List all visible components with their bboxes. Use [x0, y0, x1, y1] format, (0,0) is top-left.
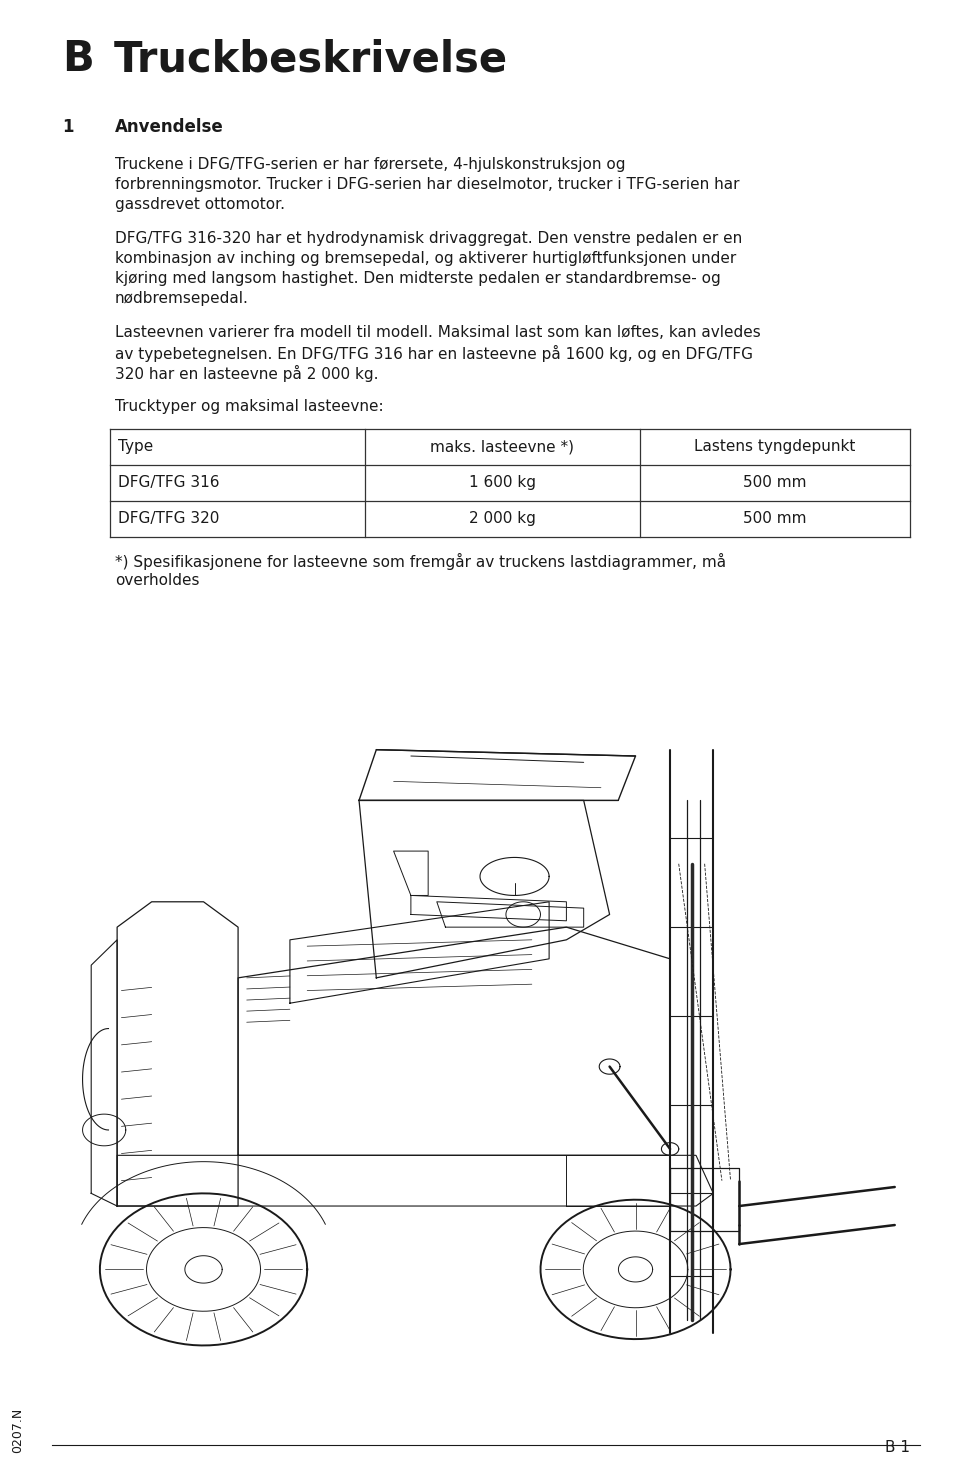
Text: Lasteevnen varierer fra modell til modell. Maksimal last som kan løftes, kan avl: Lasteevnen varierer fra modell til model…: [115, 324, 760, 340]
Text: DFG/TFG 320: DFG/TFG 320: [118, 511, 220, 526]
Text: DFG/TFG 316-320 har et hydrodynamisk drivaggregat. Den venstre pedalen er en: DFG/TFG 316-320 har et hydrodynamisk dri…: [115, 231, 742, 246]
Text: 320 har en lasteevne på 2 000 kg.: 320 har en lasteevne på 2 000 kg.: [115, 366, 378, 382]
Text: forbrenningsmotor. Trucker i DFG-serien har dieselmotor, trucker i TFG-serien ha: forbrenningsmotor. Trucker i DFG-serien …: [115, 177, 739, 192]
Text: 2 000 kg: 2 000 kg: [469, 511, 536, 526]
Text: Trucktyper og maksimal lasteevne:: Trucktyper og maksimal lasteevne:: [115, 399, 384, 414]
Text: maks. lasteevne *): maks. lasteevne *): [430, 439, 574, 454]
Text: 500 mm: 500 mm: [743, 511, 806, 526]
Text: 1: 1: [62, 118, 74, 136]
Text: Lastens tyngdepunkt: Lastens tyngdepunkt: [694, 439, 855, 454]
Text: av typebetegnelsen. En DFG/TFG 316 har en lasteevne på 1600 kg, og en DFG/TFG: av typebetegnelsen. En DFG/TFG 316 har e…: [115, 345, 753, 363]
Text: kombinasjon av inching og bremsepedal, og aktiverer hurtigløftfunksjonen under: kombinasjon av inching og bremsepedal, o…: [115, 251, 736, 265]
Text: kjøring med langsom hastighet. Den midterste pedalen er standardbremse- og: kjøring med langsom hastighet. Den midte…: [115, 271, 721, 286]
Text: 500 mm: 500 mm: [743, 475, 806, 489]
Text: B 1: B 1: [885, 1440, 910, 1455]
Text: *) Spesifikasjonene for lasteevne som fremgår av truckens lastdiagrammer, må: *) Spesifikasjonene for lasteevne som fr…: [115, 553, 726, 570]
Text: Truckbeskrivelse: Truckbeskrivelse: [114, 38, 508, 80]
Text: 1 600 kg: 1 600 kg: [469, 475, 536, 489]
Text: overholdes: overholdes: [115, 573, 200, 588]
Text: Type: Type: [118, 439, 154, 454]
Text: gassdrevet ottomotor.: gassdrevet ottomotor.: [115, 198, 285, 212]
Text: Truckene i DFG/TFG-serien er har førersete, 4-hjulskonstruksjon og: Truckene i DFG/TFG-serien er har førerse…: [115, 158, 626, 172]
Text: DFG/TFG 316: DFG/TFG 316: [118, 475, 220, 489]
Text: Anvendelse: Anvendelse: [115, 118, 224, 136]
Text: nødbremsepedal.: nødbremsepedal.: [115, 290, 249, 307]
Text: B: B: [62, 38, 94, 80]
Text: 0207.N: 0207.N: [12, 1408, 25, 1452]
